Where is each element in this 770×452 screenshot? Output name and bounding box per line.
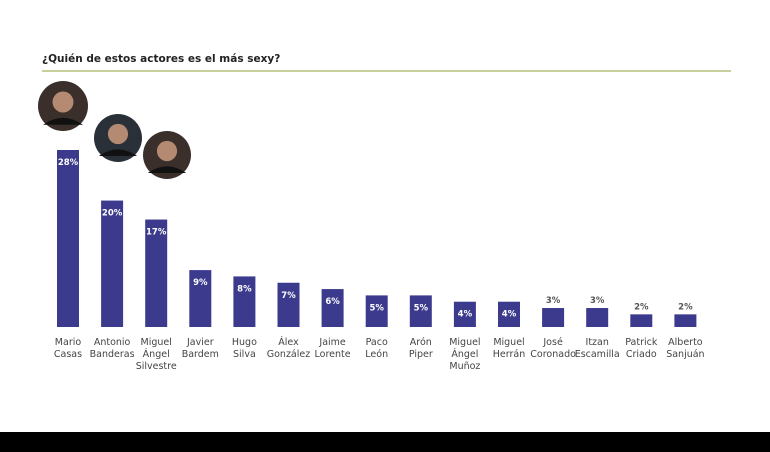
category-label: Álex González — [267, 336, 310, 360]
category-label: Javier Bardem — [182, 337, 219, 360]
bar — [277, 282, 300, 327]
chart-title: ¿Quién de estos actores es el más sexy? — [42, 53, 281, 65]
value-label: 9% — [193, 278, 208, 288]
category-label: Alberto Sanjuán — [666, 337, 704, 360]
category-label: Miguel Ángel Silvestre — [136, 337, 177, 372]
bar — [409, 295, 432, 327]
bar — [586, 308, 609, 327]
bar — [674, 314, 697, 327]
value-label: 5% — [414, 303, 429, 313]
category-label: Paco León — [365, 337, 388, 360]
value-label: 28% — [58, 158, 79, 168]
value-label: 6% — [325, 297, 340, 307]
title-divider — [42, 70, 731, 72]
category-label: Miguel Ángel Muñoz — [449, 337, 480, 372]
value-label: 7% — [281, 291, 296, 301]
avatar-face — [156, 140, 178, 162]
bar — [145, 219, 168, 327]
avatar-face — [52, 91, 74, 113]
category-label: Miguel Herrán — [493, 337, 525, 360]
bar — [57, 150, 79, 327]
avatar-suit — [147, 166, 187, 173]
category-label: Arón Piper — [409, 337, 433, 360]
footer-bar — [0, 432, 770, 452]
category-label: Hugo Silva — [232, 337, 257, 360]
avatar-face — [107, 123, 129, 145]
value-label: 17% — [146, 228, 167, 238]
bar-chart: 28% Mario Casas 20% Antonio Banderas 17% Miguel… — [38, 81, 705, 372]
value-label: 2% — [634, 302, 649, 312]
value-label: 3% — [590, 296, 605, 306]
avatar-suit — [43, 117, 83, 125]
value-label: 3% — [546, 296, 561, 306]
bar — [189, 270, 212, 327]
bar — [233, 276, 256, 327]
category-label: Antonio Banderas — [90, 337, 135, 360]
value-label: 4% — [458, 310, 473, 320]
bar — [101, 200, 124, 327]
bar — [365, 295, 388, 327]
category-label: Mario Casas — [54, 337, 82, 360]
bar — [321, 289, 344, 327]
bar — [453, 301, 476, 327]
value-label: 4% — [502, 310, 517, 320]
category-label: José Coronado — [530, 337, 576, 360]
category-label: Jaime Lorente — [315, 337, 351, 360]
category-label: Patrick Criado — [625, 337, 658, 360]
category-label: Itzan Escamilla — [575, 337, 620, 360]
value-label: 8% — [237, 284, 252, 294]
value-label: 20% — [102, 209, 123, 219]
bar — [542, 308, 565, 327]
avatar-suit — [98, 149, 138, 156]
bar — [498, 301, 520, 327]
value-label: 5% — [369, 303, 384, 313]
value-label: 2% — [678, 302, 693, 312]
bar — [630, 314, 653, 327]
